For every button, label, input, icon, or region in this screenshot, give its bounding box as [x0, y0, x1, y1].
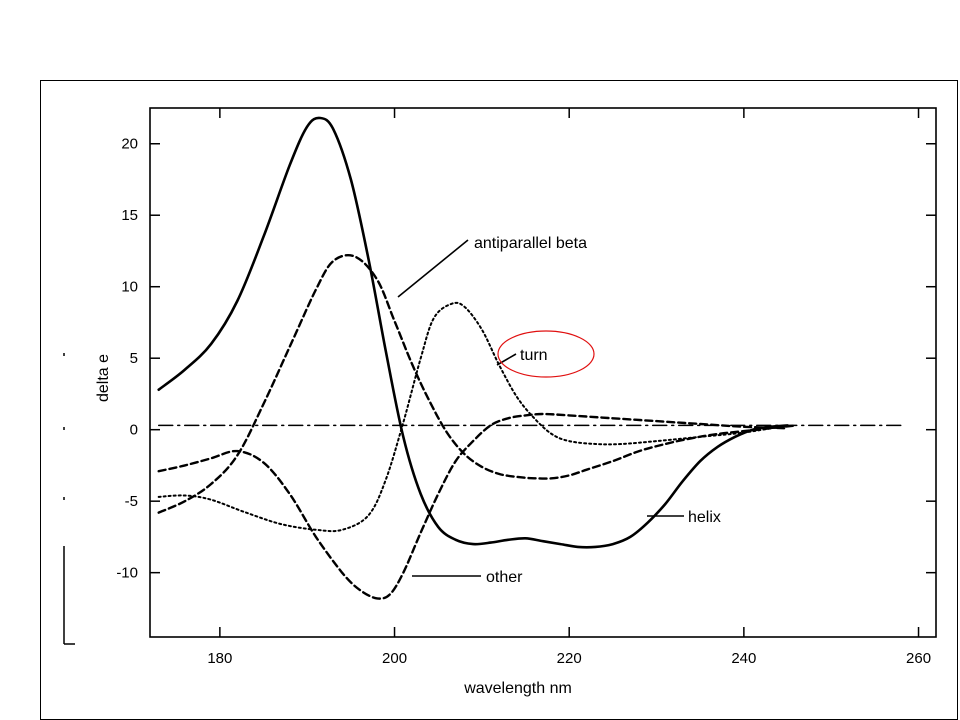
- series-line-turn: [157, 301, 789, 533]
- y-tick-label: 20: [121, 136, 138, 153]
- leader-line-antiparallel-beta: [397, 239, 469, 298]
- x-axis-label: wavelength nm: [463, 680, 572, 697]
- annotation-layer: antiparallel beta turn helix other: [397, 235, 721, 586]
- x-tick-label: 200: [382, 650, 407, 667]
- series-line-other: [157, 412, 789, 600]
- series-layer: [157, 116, 902, 600]
- y-axis-label: delta e: [95, 354, 112, 402]
- axis-ticks: 180 200 220 240 260 20 15 10 5 0 -5 -10: [116, 108, 936, 667]
- x-tick-label: 240: [731, 650, 756, 667]
- x-tick-label: 180: [207, 650, 232, 667]
- annotation-turn: turn: [520, 347, 548, 364]
- y-tick-label: -5: [125, 493, 138, 510]
- y-tick-label: 15: [121, 207, 138, 224]
- series-line-antiparallel-beta: [157, 254, 798, 514]
- scan-artifacts: [63, 353, 75, 645]
- annotation-antiparallel-beta: antiparallel beta: [474, 235, 587, 252]
- y-tick-label: 5: [130, 350, 138, 367]
- leader-line-turn: [496, 353, 517, 366]
- x-tick-label: 220: [557, 650, 582, 667]
- series-line-helix: [157, 116, 789, 549]
- annotation-helix: helix: [688, 509, 721, 526]
- y-tick-label: 0: [130, 422, 138, 439]
- plot-area-border: [149, 107, 937, 638]
- y-tick-label: -10: [116, 565, 138, 582]
- highlight-ellipse: [497, 330, 595, 378]
- y-tick-label: 10: [121, 279, 138, 296]
- annotation-other: other: [486, 569, 523, 586]
- x-tick-label: 260: [906, 650, 931, 667]
